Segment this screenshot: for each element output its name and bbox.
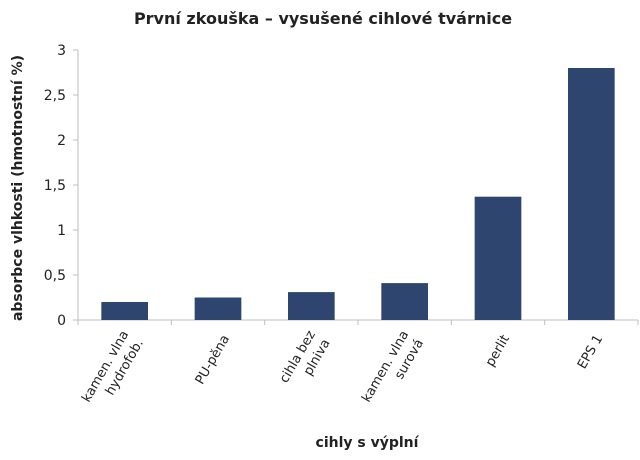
y-tick-label: 0,5 bbox=[44, 268, 66, 284]
x-axis-title: cihly s výplní bbox=[316, 435, 420, 451]
y-tick-label: 3 bbox=[57, 43, 66, 59]
category-label: EPS 1 bbox=[575, 333, 606, 372]
bar bbox=[101, 302, 148, 320]
bar bbox=[568, 68, 615, 320]
bar bbox=[474, 196, 522, 320]
category-label: PU-pěna bbox=[193, 333, 233, 388]
chart-title: První zkouška – vysušené cihlové tvárnic… bbox=[134, 9, 512, 28]
category-label-line: EPS 1 bbox=[575, 333, 606, 372]
category-label-line: perlit bbox=[483, 333, 513, 370]
bar bbox=[381, 283, 428, 320]
y-tick-label: 2,5 bbox=[44, 88, 66, 104]
category-label: perlit bbox=[483, 333, 513, 370]
bar bbox=[288, 292, 335, 320]
y-axis-title: absorbce vlhkosti (hmotnostní %) bbox=[10, 55, 26, 321]
y-tick-label: 1,5 bbox=[44, 178, 66, 194]
y-tick-label: 1 bbox=[57, 223, 66, 239]
y-tick-label: 2 bbox=[57, 133, 66, 149]
y-tick-label: 0 bbox=[57, 313, 66, 329]
bar bbox=[194, 297, 242, 320]
category-label-line: PU-pěna bbox=[193, 333, 233, 388]
